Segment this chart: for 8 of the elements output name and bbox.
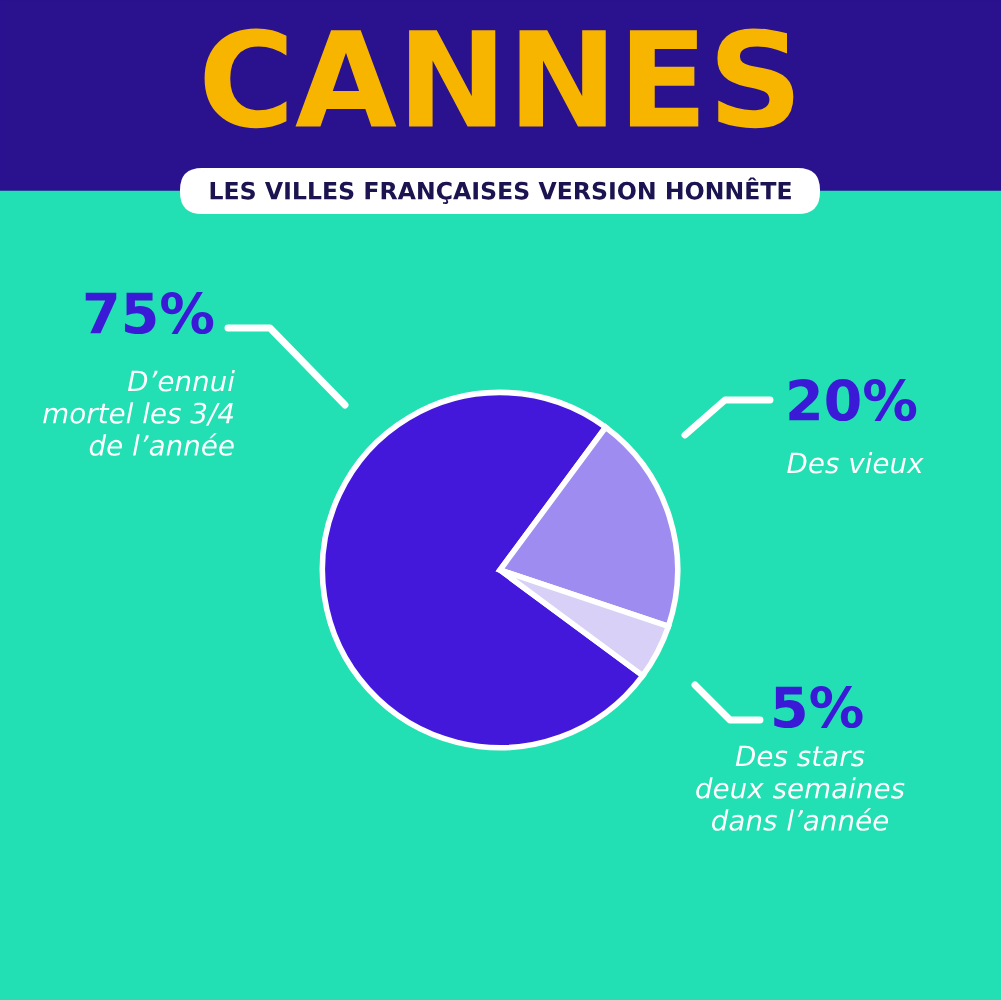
chart-title: CANNES bbox=[204, 28, 794, 129]
data-label: 5% bbox=[774, 686, 863, 729]
slice-label: D’ennui mortel les 3/4 de l’année bbox=[43, 370, 235, 456]
data-label: 75% bbox=[85, 292, 214, 335]
chart-subtitle: LES VILLES FRANÇAISES VERSION HONNÊTE bbox=[210, 177, 791, 204]
slice-label: Des vieux bbox=[787, 452, 924, 474]
data-label: 20% bbox=[789, 379, 917, 422]
legend-label: Des stars deux semaines dans l’année bbox=[696, 745, 905, 831]
